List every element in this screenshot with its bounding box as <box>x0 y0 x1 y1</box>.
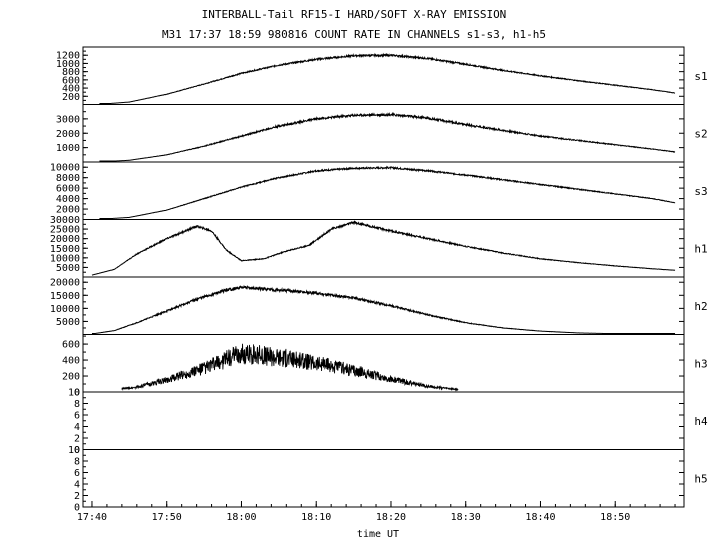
y-tick-label: 8 <box>74 457 80 468</box>
x-tick-label: 18:40 <box>525 512 555 523</box>
channel-label: h1 <box>694 242 707 255</box>
y-tick-label: 10 <box>68 388 80 399</box>
y-tick-label: 200 <box>62 92 80 103</box>
x-tick-label: 18:00 <box>226 512 256 523</box>
y-tick-label: 2000 <box>56 205 80 216</box>
x-axis: 17:40 17:50 18:00 18:10 18:20 18:30 18:40 18:50 <box>77 501 676 523</box>
chart-title: INTERBALL-Tail RF15-I HARD/SOFT X-RAY EM… <box>202 8 507 21</box>
y-tick-label: 2000 <box>56 129 80 140</box>
y-tick-label: 8 <box>74 399 80 410</box>
y-tick-label: 2 <box>74 491 80 502</box>
y-tick-label: 4 <box>74 480 80 491</box>
y-tick-label: 0 <box>74 388 80 399</box>
panel-frame <box>82 391 685 450</box>
panels-group: 20040060080010001200s1100020003000s22000… <box>50 46 708 514</box>
y-tick-label: 15000 <box>50 244 80 255</box>
y-tick-label: 600 <box>62 340 80 351</box>
y-tick-label: 6 <box>74 411 80 422</box>
y-tick-label: 8000 <box>56 173 80 184</box>
panel-frame <box>82 334 685 393</box>
channel-label: h5 <box>694 472 707 485</box>
panel-s2: 1000 2000 3000 s2 <box>56 104 708 163</box>
x-tick-label: 18:20 <box>376 512 406 523</box>
y-tick-label: 15000 <box>50 291 80 302</box>
panel-h3: 0 200 400 600 h3 <box>62 334 708 399</box>
channel-label: s1 <box>694 70 707 83</box>
y-tick-label: 30000 <box>50 215 80 226</box>
panel-h2: 5000 10000 15000 20000 h2 <box>50 276 708 335</box>
series-line-h2 <box>91 284 676 335</box>
y-tick-label: 0 <box>74 503 80 514</box>
panel-frame <box>82 449 685 508</box>
y-tick-label: 20000 <box>50 278 80 289</box>
panel-frame <box>82 276 685 335</box>
y-tick-label: 5000 <box>56 317 80 328</box>
y-tick-label: 10 <box>68 445 80 456</box>
x-axis-label: time UT <box>357 529 399 540</box>
channel-label: s2 <box>694 127 707 140</box>
x-tick-label: 18:30 <box>451 512 481 523</box>
y-tick-label: 6000 <box>56 184 80 195</box>
y-tick-label: 1200 <box>56 51 80 62</box>
y-tick-label: 10000 <box>50 163 80 174</box>
y-tick-label: 2 <box>74 434 80 445</box>
series-line-h3 <box>121 343 459 392</box>
series-line-s2 <box>99 111 676 162</box>
y-tick-label: 1000 <box>56 143 80 154</box>
series-line-s1 <box>99 52 676 104</box>
x-tick-label: 17:50 <box>152 512 182 523</box>
chart-subtitle: M31 17:37 18:59 980816 COUNT RATE IN CHA… <box>162 28 546 41</box>
y-tick-label: 1000 <box>56 59 80 70</box>
y-tick-label: 200 <box>62 372 80 383</box>
y-tick-label: 400 <box>62 84 80 95</box>
y-tick-label: 10000 <box>50 253 80 264</box>
series-line-s3 <box>99 165 676 219</box>
channel-label: h2 <box>694 300 707 313</box>
x-tick-label: 17:40 <box>77 512 107 523</box>
y-tick-label: 25000 <box>50 225 80 236</box>
y-tick-label: 800 <box>62 67 80 78</box>
y-tick-label: 5000 <box>56 263 80 274</box>
y-tick-label: 400 <box>62 356 80 367</box>
y-tick-label: 600 <box>62 75 80 86</box>
y-tick-label: 20000 <box>50 234 80 245</box>
y-tick-label: 4000 <box>56 194 80 205</box>
y-tick-label: 10000 <box>50 304 80 315</box>
y-tick-label: 6 <box>74 468 80 479</box>
channel-label: s3 <box>694 185 707 198</box>
channel-label: h4 <box>694 415 708 428</box>
series-line-h1 <box>91 220 676 276</box>
y-tick-label: 4 <box>74 422 80 433</box>
x-tick-label: 18:50 <box>600 512 630 523</box>
channel-label: h3 <box>694 357 707 370</box>
x-tick-label: 18:10 <box>301 512 331 523</box>
y-tick-label: 0 <box>74 445 80 456</box>
y-tick-label: 3000 <box>56 114 80 125</box>
